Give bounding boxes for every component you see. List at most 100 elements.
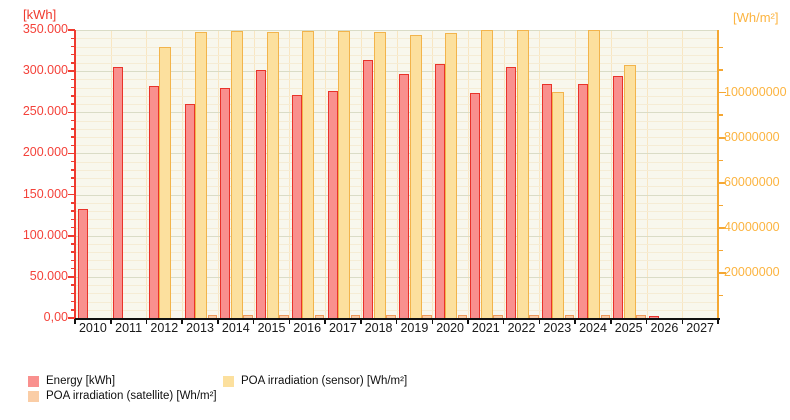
right-axis-tick bbox=[719, 137, 726, 139]
left-axis-tick bbox=[71, 300, 75, 303]
energy-bar[interactable] bbox=[434, 63, 445, 318]
left-axis-tick bbox=[71, 136, 75, 138]
satellite-bar[interactable] bbox=[350, 315, 361, 318]
sensor-bar[interactable] bbox=[409, 35, 422, 318]
minor-gridline bbox=[75, 178, 718, 180]
right-axis-line bbox=[717, 30, 719, 318]
left-axis-tick bbox=[71, 37, 75, 39]
left-axis-tick-label: 0,00 bbox=[43, 310, 68, 324]
left-axis-tick bbox=[71, 202, 75, 204]
x-axis-tick-label: 2011 bbox=[115, 321, 143, 335]
satellite-bar[interactable] bbox=[529, 315, 539, 318]
left-axis-tick bbox=[71, 169, 75, 171]
sensor-bar[interactable] bbox=[266, 32, 279, 318]
sensor-bar[interactable] bbox=[445, 33, 458, 318]
sensor-bar[interactable] bbox=[623, 64, 636, 318]
minor-gridline bbox=[75, 169, 718, 171]
energy-bar[interactable] bbox=[184, 104, 195, 318]
satellite-bar[interactable] bbox=[207, 315, 218, 318]
left-axis-tick bbox=[68, 29, 75, 31]
minor-gridline bbox=[75, 54, 718, 56]
x-axis-tick bbox=[324, 319, 326, 324]
x-axis-tick bbox=[288, 319, 291, 324]
satellite-bar[interactable] bbox=[493, 315, 503, 318]
major-gridline bbox=[75, 235, 718, 237]
sensor-bar[interactable] bbox=[230, 30, 243, 318]
minor-gridline bbox=[75, 120, 718, 122]
x-axis-tick bbox=[681, 319, 683, 324]
vertical-gridline bbox=[75, 30, 76, 318]
sensor-bar[interactable] bbox=[552, 91, 565, 318]
energy-bar[interactable] bbox=[470, 92, 481, 318]
energy-bar[interactable] bbox=[327, 90, 338, 318]
legend-label: POA irradiation (satellite) [Wh/m²] bbox=[46, 390, 217, 402]
satellite-bar[interactable] bbox=[564, 315, 575, 318]
energy-bar[interactable] bbox=[113, 67, 124, 318]
left-axis-tick bbox=[71, 259, 75, 262]
minor-gridline bbox=[75, 95, 718, 97]
energy-bar[interactable] bbox=[506, 67, 517, 318]
sensor-bar[interactable] bbox=[338, 31, 351, 318]
sensor-bar[interactable] bbox=[195, 31, 208, 318]
sensor-bar[interactable] bbox=[159, 46, 172, 318]
minor-gridline bbox=[75, 268, 718, 270]
minor-gridline bbox=[75, 128, 718, 130]
satellite-bar[interactable] bbox=[386, 315, 396, 318]
minor-gridline bbox=[75, 87, 718, 89]
energy-bar[interactable] bbox=[399, 73, 409, 318]
left-axis-tick bbox=[71, 243, 75, 245]
sensor-bar[interactable] bbox=[588, 30, 601, 318]
minor-gridline bbox=[75, 202, 718, 204]
legend-label: Energy [kWh] bbox=[46, 375, 116, 387]
left-axis-tick bbox=[68, 317, 75, 319]
energy-bar[interactable] bbox=[148, 86, 159, 318]
major-gridline bbox=[75, 276, 718, 278]
right-axis-tick-label: 60000000 bbox=[724, 174, 780, 189]
vertical-gridline bbox=[146, 30, 148, 318]
left-axis-tick bbox=[71, 267, 75, 270]
sensor-bar[interactable] bbox=[373, 31, 386, 318]
right-axis-tick-label: 40000000 bbox=[724, 219, 780, 234]
sensor-bar[interactable] bbox=[516, 30, 529, 318]
x-axis-tick-label: 2021 bbox=[471, 321, 500, 335]
left-axis-tick bbox=[71, 62, 75, 64]
vertical-gridline bbox=[217, 30, 219, 318]
x-axis-tick-label: 2018 bbox=[364, 321, 393, 335]
x-axis-tick-label: 2010 bbox=[78, 321, 107, 335]
right-axis-tick bbox=[719, 204, 723, 207]
vertical-gridline bbox=[503, 30, 505, 318]
x-axis-tick-label: 2024 bbox=[579, 321, 607, 335]
satellite-bar[interactable] bbox=[422, 315, 432, 318]
x-axis-tick-label: 2026 bbox=[650, 321, 679, 335]
right-axis-tick bbox=[719, 91, 726, 94]
major-gridline bbox=[75, 153, 718, 155]
right-axis-tick-label: 80000000 bbox=[724, 129, 780, 144]
x-axis-tick bbox=[217, 319, 219, 324]
minor-gridline bbox=[75, 79, 718, 81]
satellite-bar[interactable] bbox=[600, 315, 611, 318]
energy-bar[interactable] bbox=[363, 59, 374, 318]
minor-gridline bbox=[75, 211, 718, 212]
energy-bar[interactable] bbox=[649, 315, 660, 318]
satellite-bar[interactable] bbox=[636, 315, 646, 318]
energy-bar[interactable] bbox=[613, 76, 624, 318]
energy-bar[interactable] bbox=[256, 69, 267, 318]
energy-bar[interactable] bbox=[541, 84, 552, 318]
left-axis-tick bbox=[71, 78, 75, 81]
sensor-bar[interactable] bbox=[480, 30, 493, 318]
left-axis-tick bbox=[71, 284, 75, 286]
satellite-bar[interactable] bbox=[279, 315, 289, 318]
energy-bar[interactable] bbox=[220, 88, 231, 318]
plot-area[interactable] bbox=[75, 30, 718, 318]
left-axis-tick bbox=[71, 218, 75, 220]
x-axis-tick-label: 2016 bbox=[293, 321, 322, 335]
legend-swatch-satellite bbox=[28, 391, 39, 402]
satellite-bar[interactable] bbox=[457, 315, 468, 318]
sensor-bar[interactable] bbox=[302, 31, 315, 318]
energy-bar[interactable] bbox=[77, 209, 88, 318]
energy-bar[interactable] bbox=[577, 83, 588, 318]
satellite-bar[interactable] bbox=[314, 315, 325, 318]
satellite-bar[interactable] bbox=[243, 315, 253, 318]
energy-bar[interactable] bbox=[291, 95, 302, 318]
